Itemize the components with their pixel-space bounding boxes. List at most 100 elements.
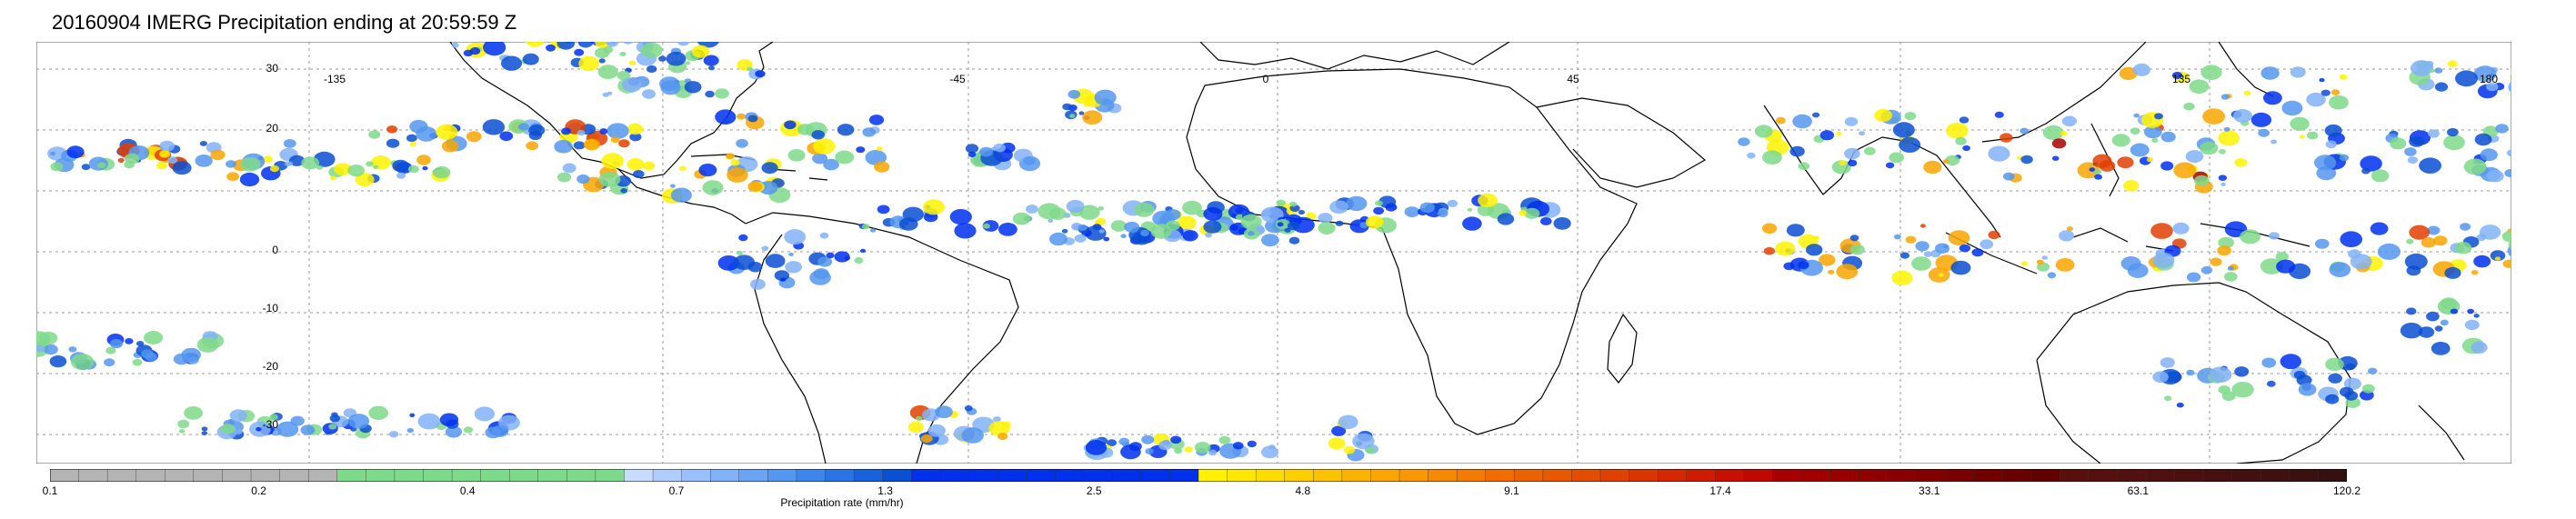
precip-cell <box>2343 377 2361 391</box>
precip-cell <box>1085 440 1108 455</box>
colorbar-segment <box>509 469 539 482</box>
precip-cell <box>1812 112 1820 118</box>
precip-cell <box>2480 148 2498 162</box>
precip-cell <box>2360 155 2382 172</box>
precip-cell <box>819 232 829 239</box>
precip-cell <box>2127 263 2149 278</box>
precip-cell <box>755 70 766 78</box>
precip-cell <box>736 250 743 255</box>
precip-cell <box>2041 255 2048 260</box>
precip-cell <box>325 431 331 435</box>
precip-cell <box>1218 435 1231 444</box>
colorbar-segment <box>1829 469 1859 482</box>
precip-cell <box>36 344 45 353</box>
colorbar-segment <box>537 469 568 482</box>
precip-cell <box>2160 357 2175 368</box>
precip-cell <box>2299 135 2305 139</box>
precip-cell <box>1775 241 1796 256</box>
precip-cell <box>2164 395 2172 402</box>
precip-cell <box>2092 154 2112 168</box>
precip-cell <box>66 145 85 159</box>
precip-cell <box>2419 157 2442 174</box>
colorbar-segment <box>652 469 683 482</box>
precip-cell <box>1385 203 1398 212</box>
colorbar-label: Precipitation rate (mm/hr) <box>780 496 904 509</box>
precip-cell <box>2234 366 2250 377</box>
colorbar-segment <box>710 469 740 482</box>
colorbar-segment <box>566 469 596 482</box>
precip-cell <box>1098 206 1105 211</box>
precip-cell <box>659 76 680 91</box>
precip-cell <box>2361 167 2371 175</box>
colorbar-segment <box>1198 469 1228 482</box>
precip-cell <box>1118 437 1129 445</box>
precip-cell <box>2250 112 2272 127</box>
colorbar-segment <box>78 469 108 482</box>
precip-cell <box>1783 262 1795 271</box>
coastline-south-america <box>745 212 1019 464</box>
colorbar-segment <box>1485 469 1516 482</box>
precip-cell <box>1338 414 1358 430</box>
colorbar-segment <box>1255 469 1286 482</box>
precip-cell <box>1819 254 1836 266</box>
precip-cell <box>300 424 316 435</box>
colorbar-segment <box>1800 469 1831 482</box>
precip-cell <box>2320 89 2330 96</box>
precip-cell <box>715 88 729 99</box>
precip-cell <box>135 341 145 346</box>
precip-cell <box>491 424 509 437</box>
precip-cell <box>2428 129 2440 138</box>
precip-cell <box>2233 109 2252 123</box>
colorbar-segment <box>2202 469 2233 482</box>
colorbar-segment <box>1973 469 2003 482</box>
precip-cell <box>761 162 778 175</box>
precip-cell <box>643 161 656 171</box>
precip-cell <box>1084 102 1091 107</box>
precip-cell <box>2042 125 2064 141</box>
precip-cell <box>2377 243 2401 260</box>
precip-cell <box>1098 229 1105 234</box>
precip-cell <box>1134 203 1155 217</box>
precip-cell <box>2339 74 2348 80</box>
precip-cell <box>2404 147 2417 156</box>
precip-cell <box>705 90 715 98</box>
precip-cell <box>2094 174 2103 180</box>
precip-cell <box>2390 137 2407 150</box>
precip-cell <box>1789 145 1805 157</box>
precip-cell <box>2434 67 2443 74</box>
precip-cell <box>2450 308 2459 314</box>
colorbar-segment <box>681 469 711 482</box>
precip-cell <box>2143 125 2162 139</box>
precip-cell <box>765 254 786 268</box>
precip-cell <box>2330 89 2340 95</box>
precip-cell <box>1763 246 1775 255</box>
precip-cell <box>717 255 740 271</box>
precip-cell <box>1261 445 1279 459</box>
precip-cell <box>172 161 192 175</box>
precip-cell <box>2444 266 2461 279</box>
precip-cell <box>2344 391 2359 401</box>
precip-cell <box>2020 127 2030 135</box>
precip-cell <box>1074 234 1087 243</box>
map-frame <box>36 42 2511 464</box>
precip-cell <box>2409 135 2425 147</box>
precip-cell <box>598 171 621 187</box>
precip-cell <box>2501 230 2511 243</box>
precip-cell <box>1247 231 1255 236</box>
precip-cell <box>1066 199 1085 214</box>
precip-cell <box>2280 354 2301 370</box>
colorbar-segment <box>135 469 166 482</box>
precip-cell <box>2258 128 2270 137</box>
precip-cell <box>2261 357 2277 368</box>
precip-cluster <box>2314 124 2511 183</box>
precip-cell <box>2240 229 2260 245</box>
precip-cell <box>50 151 55 156</box>
precip-cell <box>1899 252 1909 259</box>
precip-cell <box>407 165 419 174</box>
precip-cell <box>2325 357 2344 372</box>
precip-cell <box>809 270 831 285</box>
precip-cluster <box>2400 297 2488 355</box>
colorbar-segment <box>1514 469 1544 482</box>
colorbar-segment <box>595 469 626 482</box>
precip-cell <box>2473 314 2480 318</box>
